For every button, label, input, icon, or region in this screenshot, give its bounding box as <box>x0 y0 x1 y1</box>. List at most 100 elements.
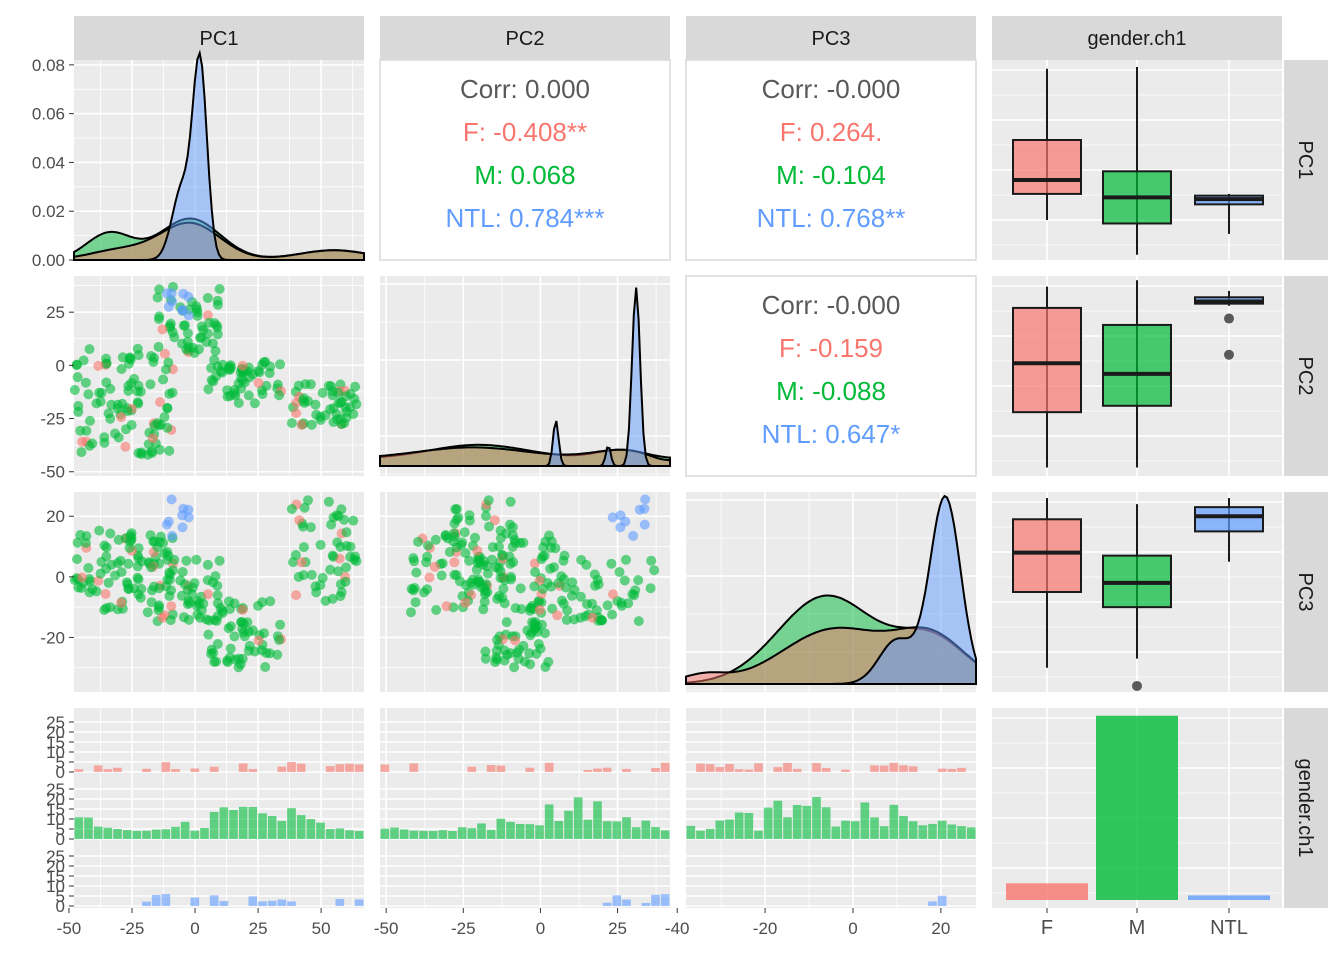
scatter-point-m <box>225 621 236 632</box>
scatter-point-m <box>544 530 555 541</box>
scatter-point-m <box>69 385 80 395</box>
scatter-point-m <box>491 654 502 665</box>
scatter-point-m <box>73 582 84 593</box>
hist-bar-m <box>345 830 354 839</box>
scatter-point-m <box>484 521 494 532</box>
scatter-point-m <box>83 389 94 400</box>
scatter-point-f <box>202 589 213 600</box>
scatter-point-m <box>99 605 110 615</box>
scatter-point-m <box>460 548 471 559</box>
tick-label-y-count: 0 <box>56 897 65 916</box>
corr-line-m: M: -0.104 <box>776 160 886 190</box>
hist-bar-m <box>744 813 754 839</box>
scatter-point-m <box>411 567 422 578</box>
hist-bar-f <box>937 768 947 772</box>
density-f <box>73 221 365 261</box>
corr-line-ntl: NTL: 0.647* <box>762 419 901 449</box>
tick-label-x: -20 <box>753 919 778 938</box>
hist-bar-f <box>602 767 612 772</box>
scatter-point-m <box>436 570 447 581</box>
hist-bar-m <box>686 825 696 839</box>
hist-bar-ntl <box>354 899 364 906</box>
scatter-point-f <box>93 360 104 371</box>
hist-bar-m <box>947 824 957 839</box>
hist-bar-m <box>409 830 419 839</box>
scatter-point-m <box>561 614 572 625</box>
scatter-point-m <box>274 390 285 401</box>
scatter-point-m <box>410 597 421 608</box>
scatter-point-m <box>179 320 190 331</box>
scatter-point-m <box>431 605 442 615</box>
scatter-point-f <box>296 419 307 430</box>
scatter-point-m <box>110 570 120 581</box>
box-outlier-ntl <box>1224 349 1234 360</box>
hist-bar-m <box>467 828 477 839</box>
hist-bar-m <box>335 828 345 839</box>
scatter-point-m <box>505 496 516 507</box>
hist-bar-m <box>248 807 258 839</box>
hist-bar-m <box>122 830 132 839</box>
scatter-point-m <box>537 584 548 594</box>
scatter-point-m <box>510 538 521 548</box>
hist-bar-f <box>734 769 744 772</box>
scatter-point-m <box>480 646 491 657</box>
scatter-point-m <box>164 388 175 399</box>
hist-bar-f <box>171 769 180 772</box>
scatter-point-m <box>591 605 602 616</box>
scatter-point-m <box>145 530 156 541</box>
hist-bar-f <box>103 769 113 772</box>
hist-bar-ntl <box>277 899 287 906</box>
scatter-point-m <box>149 581 159 592</box>
scatter-point-m <box>105 528 116 539</box>
panel-corr-pc1-pc2 <box>379 59 671 261</box>
hist-bar-m <box>773 800 783 839</box>
scatter-point-f <box>449 557 460 568</box>
scatter-point-f <box>472 545 483 556</box>
tick-label-y-count: 5 <box>56 753 65 772</box>
hist-bar-m <box>161 829 171 839</box>
scatter-point-m <box>553 578 564 589</box>
scatter-point-m <box>236 373 247 384</box>
scatter-point-f <box>552 610 563 621</box>
hist-bar-f <box>705 764 715 772</box>
hist-bar-m <box>583 819 593 839</box>
hist-bar-m <box>554 821 564 839</box>
scatter-point-m <box>317 387 328 398</box>
hist-bar-f <box>593 768 602 772</box>
hist-bar-m <box>515 823 525 839</box>
scatter-point-m <box>91 586 102 597</box>
scatter-point-m <box>169 332 180 343</box>
scatter-point-m <box>348 409 359 420</box>
hist-bar-f <box>525 767 535 772</box>
scatter-point-m <box>182 336 193 347</box>
scatter-point-f <box>510 635 520 646</box>
scatter-point-m <box>333 566 344 577</box>
tick-label-y: 25 <box>46 303 65 322</box>
box-m <box>1102 323 1172 407</box>
tick-label-x: -25 <box>120 919 145 938</box>
hist-bar-m <box>477 823 486 839</box>
scatter-point-m <box>492 634 503 645</box>
hist-bar-f <box>792 768 802 772</box>
bar-f <box>1006 883 1088 900</box>
hist-bar-f <box>783 762 792 772</box>
panel-corr-pc1-pc3 <box>685 59 977 261</box>
box-outlier-m <box>1132 680 1142 691</box>
hist-bar-m <box>763 807 773 839</box>
scatter-point-ntl <box>166 288 177 299</box>
scatter-point-f <box>237 604 248 615</box>
scatter-point-m <box>123 385 134 396</box>
tick-label-y-count: 0 <box>56 763 65 782</box>
corr-line-overall: Corr: -0.000 <box>762 74 901 104</box>
hist-bar-m <box>783 817 792 839</box>
hist-bar-ntl <box>287 901 296 906</box>
scatter-point-m <box>238 618 249 629</box>
scatter-point-m <box>163 550 174 561</box>
scatter-point-m <box>124 542 135 553</box>
scatter-point-m <box>506 571 516 582</box>
scatter-point-f <box>157 324 168 335</box>
scatter-point-m <box>451 504 462 514</box>
scatter-point-m <box>633 616 644 627</box>
scatter-point-m <box>133 553 144 564</box>
scatter-point-m <box>310 399 321 410</box>
